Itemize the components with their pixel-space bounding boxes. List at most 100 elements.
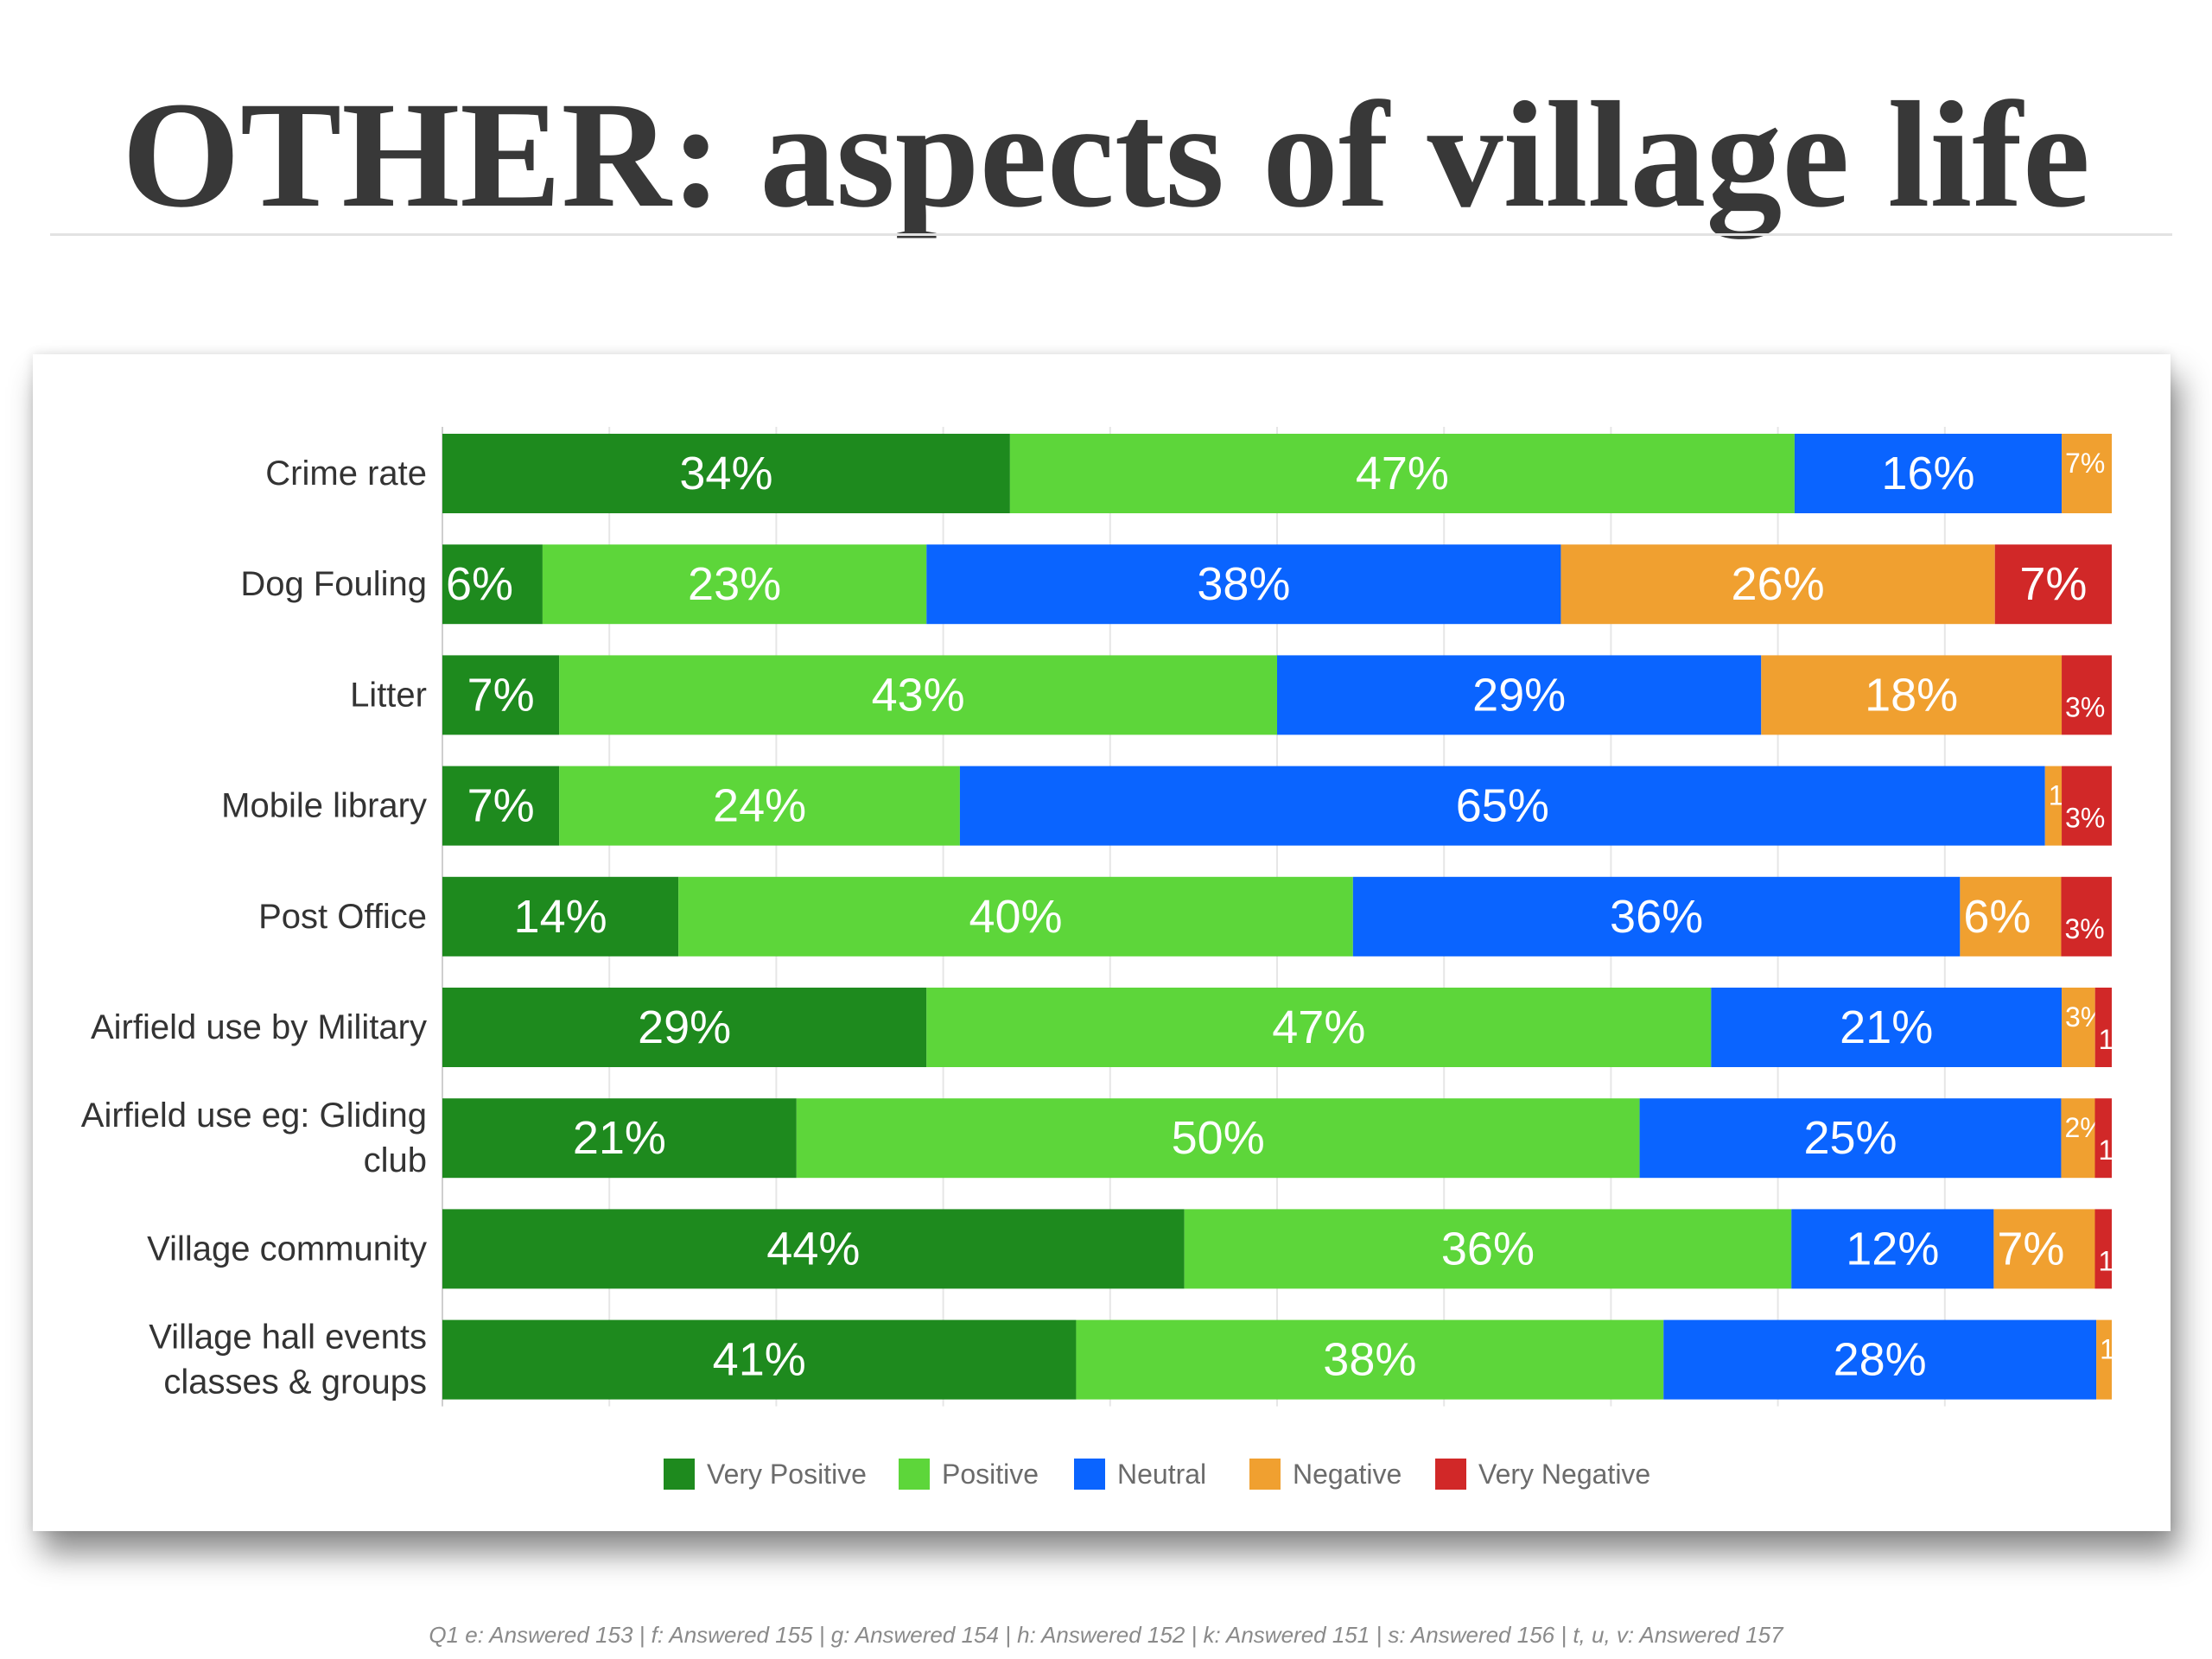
bar-segment [442, 988, 927, 1067]
data-label: 40% [969, 891, 1062, 943]
data-label: 3% [2065, 803, 2105, 834]
category-label: Airfield use eg: Gliding club [81, 1096, 427, 1179]
data-label: 47% [1356, 448, 1449, 499]
data-label: 12% [1846, 1223, 1939, 1274]
bar-segment [796, 1098, 1640, 1179]
data-label: 44% [766, 1223, 860, 1274]
category-label: Litter [350, 676, 427, 714]
bar-segment [442, 1098, 797, 1179]
legend-label: Very Positive [707, 1459, 867, 1490]
bar-segment [1184, 1209, 1792, 1289]
category-label: Airfield use by Military [91, 1008, 427, 1046]
bar-segment [1639, 1098, 2062, 1179]
data-label: 6% [446, 558, 513, 610]
stacked-bar-chart: Crime rate 34% 47% 16% 7% Dog Fouling 6% 23% 38%… [81, 427, 2139, 1490]
bar-segment [1794, 434, 2063, 513]
data-label: 28% [1834, 1334, 1927, 1386]
bar-segment [2062, 434, 2112, 513]
bar-segment [1761, 655, 2063, 735]
bar-segment [2062, 988, 2095, 1067]
data-label: 1% [2098, 1135, 2138, 1166]
legend-label: Positive [942, 1459, 1039, 1490]
data-label: 25% [1803, 1112, 1897, 1164]
bar-segment [442, 1209, 1185, 1289]
bar-segment [1076, 1319, 1664, 1400]
category-label: Dog Fouling [240, 565, 427, 603]
bar-segment [442, 1319, 1077, 1400]
data-label: 50% [1172, 1112, 1265, 1164]
bar-segment [1960, 876, 2062, 957]
data-label: 43% [872, 669, 965, 721]
data-label: 36% [1441, 1223, 1535, 1274]
data-label: 34% [679, 448, 772, 499]
data-label: 65% [1456, 780, 1549, 832]
category-label-line: Airfield use by Military [91, 1008, 427, 1046]
data-label: 7% [467, 669, 535, 721]
bar-segment [2094, 1209, 2112, 1289]
bar-segment [442, 766, 560, 846]
legend-swatch [1435, 1459, 1466, 1490]
category-label: Mobile library [221, 787, 427, 825]
data-label: 38% [1197, 558, 1290, 610]
category-label-line: Post Office [258, 898, 427, 936]
category-label-line: Litter [350, 676, 427, 714]
bar-segment [959, 766, 2045, 846]
category-label-line: club [364, 1141, 427, 1179]
data-label: 38% [1323, 1334, 1416, 1386]
bar-segment [542, 544, 927, 625]
data-label: 7% [2065, 448, 2105, 479]
category-label: Village community [147, 1230, 427, 1268]
data-label: 21% [573, 1112, 666, 1164]
bar-segment [2062, 766, 2112, 846]
bar-segment [2096, 1319, 2112, 1400]
category-label-line: Dog Fouling [240, 565, 427, 603]
data-label: 47% [1272, 1001, 1365, 1053]
bar-segment [1791, 1209, 1994, 1289]
legend-swatch [1249, 1459, 1281, 1490]
category-label-line: Village community [147, 1230, 427, 1268]
bar-segment [2094, 988, 2112, 1067]
data-label: 1% [2100, 1334, 2139, 1365]
bar-segment [559, 766, 960, 846]
data-label: 29% [638, 1001, 731, 1053]
bar-segment [442, 655, 560, 735]
category-label: Post Office [258, 898, 427, 936]
data-label: 21% [1840, 1001, 1933, 1053]
bar-segment [1352, 876, 1961, 957]
bar-segment [2062, 655, 2112, 735]
data-label: 23% [688, 558, 781, 610]
bar-segment [926, 988, 1712, 1067]
bar-segment [1994, 544, 2112, 625]
data-label: 41% [713, 1334, 806, 1386]
bar-segment [1711, 988, 2063, 1067]
category-label-line: classes & groups [163, 1363, 427, 1402]
bar-segment [442, 876, 679, 957]
category-label-line: Airfield use eg: Gliding [81, 1096, 427, 1135]
bar-segment [1277, 655, 1762, 735]
data-label: 16% [1881, 448, 1974, 499]
bar-segment [678, 876, 1353, 957]
data-label: 3% [2064, 913, 2104, 944]
data-label: 24% [713, 780, 806, 832]
legend-label: Very Negative [1478, 1459, 1650, 1490]
data-label: 1% [2098, 1245, 2138, 1276]
data-label: 1% [2099, 1024, 2139, 1055]
category-label-line: Mobile library [221, 787, 427, 825]
bar-segment [1009, 434, 1795, 513]
bar-segment [1560, 544, 1995, 625]
data-label: 29% [1472, 669, 1566, 721]
bar-segment [559, 655, 1277, 735]
data-label: 6% [1963, 891, 2031, 943]
bar-segment [1993, 1209, 2095, 1289]
bar-segment [2094, 1098, 2112, 1179]
bar-segment [442, 434, 1010, 513]
response-count-footnote: Q1 e: Answered 153 | f: Answered 155 | g… [429, 1622, 1783, 1648]
bar-segment [2061, 1098, 2095, 1179]
data-label: 18% [1865, 669, 1958, 721]
bar-segment [1663, 1319, 2097, 1400]
legend-swatch [664, 1459, 695, 1490]
category-label-line: Crime rate [265, 454, 427, 493]
data-label: 7% [1997, 1223, 2064, 1274]
bar-segment [2044, 766, 2063, 846]
title-divider [50, 233, 2172, 236]
